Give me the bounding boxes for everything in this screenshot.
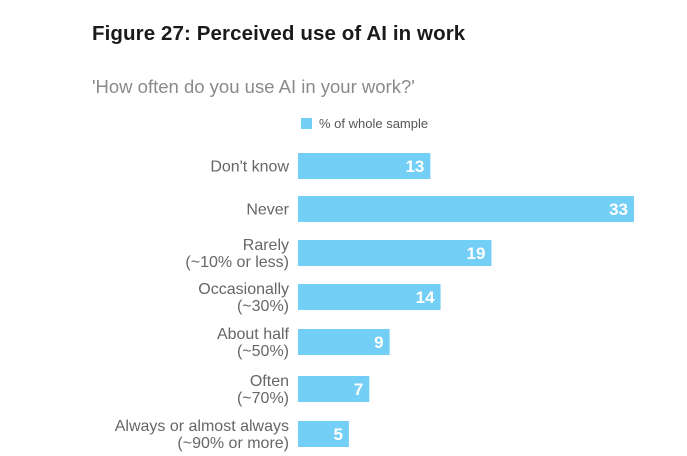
category-label: (~90% or more) [177,435,289,452]
category-label: (~10% or less) [185,254,289,271]
bar [298,240,492,266]
bar [298,196,634,222]
category-label: Always or almost always [115,418,289,435]
category-label: About half [217,326,290,343]
bar [298,153,431,179]
bar [298,376,370,402]
category-label: Occasionally [198,281,289,298]
legend-label: % of whole sample [319,116,429,131]
data-label: 33 [609,200,628,219]
bar [298,329,390,355]
data-label: 19 [467,244,486,263]
data-label: 13 [405,157,424,176]
category-label: (~70%) [237,390,289,407]
chart-title: Figure 27: Perceived use of AI in work [92,22,466,45]
category-label: (~30%) [237,298,289,315]
data-label: 7 [354,380,363,399]
category-label: Often [250,373,289,390]
chart-subtitle: 'How often do you use AI in your work?' [92,76,415,97]
data-label: 5 [333,425,342,444]
bar [298,284,441,310]
data-label: 9 [374,333,383,352]
legend: % of whole sample [301,116,428,131]
category-label: Rarely [243,237,289,254]
category-label: Don't know [210,159,289,176]
legend-swatch [301,118,312,129]
bar [298,421,349,447]
category-label: (~50%) [237,343,289,360]
category-label: Never [246,202,289,219]
data-label: 14 [416,288,435,307]
